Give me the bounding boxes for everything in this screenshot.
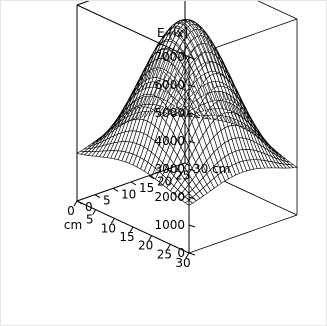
x-tick-label: 25 bbox=[175, 168, 190, 182]
z-tick-label: 5000 bbox=[154, 106, 185, 120]
z-tick bbox=[188, 140, 196, 144]
box-edge-top-front-left bbox=[76, 4, 190, 58]
x-tick bbox=[76, 200, 83, 205]
box-edge-back-bottom bbox=[188, 214, 298, 254]
y-tick-label: 25 bbox=[157, 247, 172, 261]
axis-labels: E [lx] cm bbox=[64, 26, 188, 232]
x-tick bbox=[148, 175, 155, 180]
x-tick bbox=[94, 194, 101, 199]
y-tick bbox=[185, 252, 190, 259]
x-tick-label: 0 bbox=[85, 200, 93, 214]
z-tick bbox=[188, 252, 196, 256]
surface-mesh bbox=[76, 18, 298, 206]
y-tick bbox=[110, 218, 115, 224]
x-tick-label: 30 cm bbox=[193, 162, 230, 176]
x-tick-label: 20 bbox=[157, 175, 172, 189]
x-tick bbox=[184, 162, 191, 167]
z-tick-label: 0 bbox=[177, 246, 185, 260]
z-tick bbox=[188, 224, 196, 228]
z-tick-label: 2000 bbox=[154, 190, 185, 204]
z-tick bbox=[188, 112, 196, 116]
y-tick-label: 30 bbox=[175, 256, 190, 270]
box-edge-back-top-right bbox=[257, 1, 298, 20]
z-tick-label: 1000 bbox=[154, 218, 185, 232]
x-tick bbox=[130, 181, 137, 186]
y-axis-label: cm bbox=[64, 218, 82, 232]
axis-ticks: 0100020003000400050006000700005101520253… bbox=[67, 50, 230, 270]
y-tick bbox=[73, 200, 78, 207]
z-tick-label: 6000 bbox=[154, 78, 185, 92]
z-tick bbox=[188, 84, 196, 88]
y-tick bbox=[166, 244, 171, 250]
z-tick-label: 4000 bbox=[154, 134, 185, 148]
x-tick-label: 10 bbox=[121, 187, 136, 201]
box-edge-top-front-right bbox=[76, 1, 90, 6]
z-axis-label: E [lx] bbox=[157, 26, 188, 40]
y-tick-label: 0 bbox=[67, 204, 75, 218]
y-tick bbox=[148, 235, 153, 241]
y-tick bbox=[129, 226, 134, 233]
x-tick-label: 5 bbox=[103, 194, 111, 208]
z-tick bbox=[188, 168, 196, 172]
y-tick-label: 20 bbox=[138, 239, 153, 253]
z-tick-label: 7000 bbox=[154, 50, 185, 64]
surface-cell bbox=[76, 150, 86, 155]
z-tick bbox=[188, 196, 196, 200]
y-tick-label: 5 bbox=[86, 213, 94, 227]
x-tick-label: 15 bbox=[139, 181, 154, 195]
y-tick-label: 10 bbox=[101, 221, 116, 235]
y-tick bbox=[92, 209, 97, 215]
y-tick-label: 15 bbox=[119, 230, 134, 244]
z-tick bbox=[188, 56, 196, 60]
z-tick-label: 3000 bbox=[154, 162, 185, 176]
x-tick bbox=[166, 168, 173, 173]
x-tick bbox=[112, 187, 119, 192]
